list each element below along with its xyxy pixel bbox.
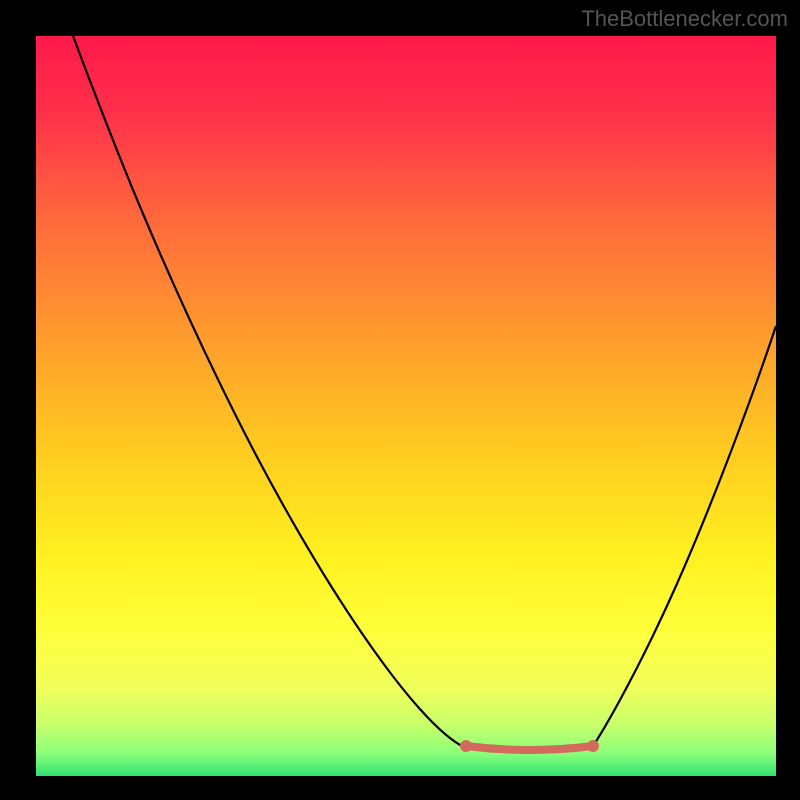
plot-area <box>36 36 776 776</box>
optimal-marker <box>460 740 599 752</box>
bottleneck-curve <box>73 36 776 752</box>
watermark-text: TheBottlenecker.com <box>581 6 788 32</box>
chart-container: TheBottlenecker.com <box>0 0 800 800</box>
optimal-marker-dot-right <box>587 740 599 752</box>
optimal-marker-dot-left <box>460 740 472 752</box>
optimal-marker-line <box>466 746 593 750</box>
curve-layer <box>36 36 776 776</box>
